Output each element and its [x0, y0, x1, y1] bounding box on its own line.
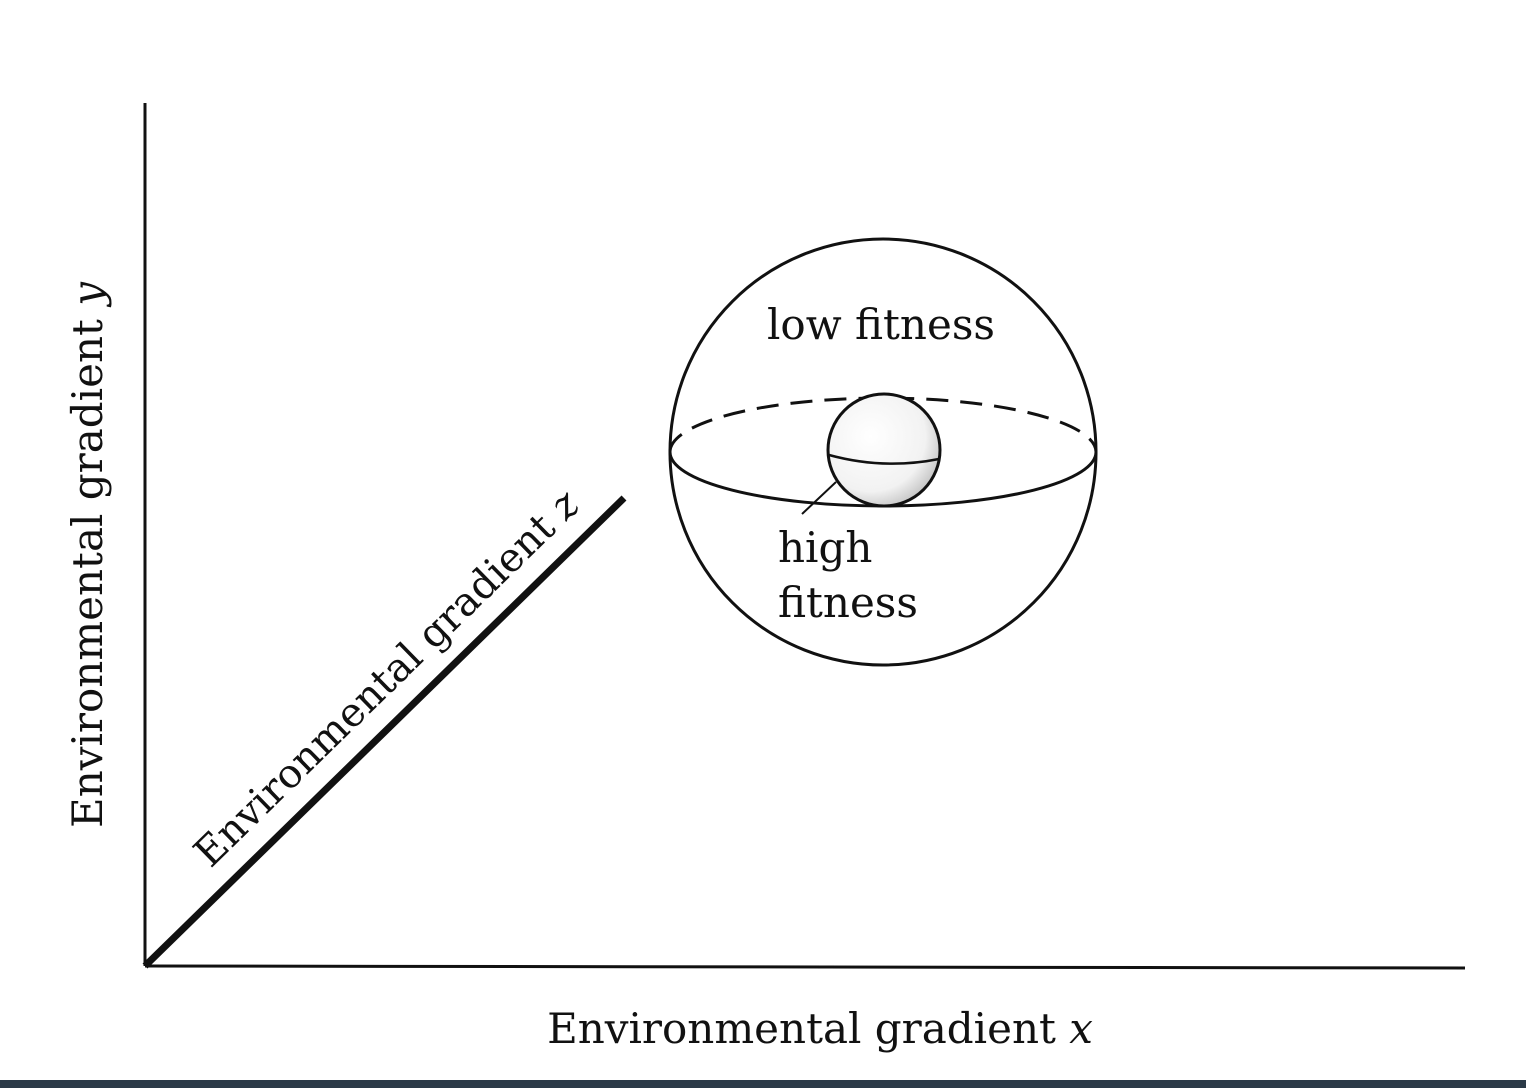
bottom-border-bar — [0, 1080, 1526, 1088]
z-axis-label: Environmental gradient z — [185, 481, 589, 877]
high-fitness-pointer — [801, 481, 837, 515]
z-axis-line — [142, 495, 627, 969]
inner-sphere — [826, 392, 942, 508]
high-fitness-label-line1: high — [778, 523, 872, 572]
x-axis-label: Environmental gradient x — [547, 1004, 1093, 1053]
y-axis-label: Environmental gradient y — [63, 281, 112, 828]
outer-equator-back — [668, 396, 1098, 453]
inner-equator — [828, 453, 940, 465]
x-axis-line — [144, 964, 1466, 970]
high-fitness-label-line2: fitness — [778, 578, 918, 627]
low-fitness-label: low fitness — [767, 300, 995, 349]
